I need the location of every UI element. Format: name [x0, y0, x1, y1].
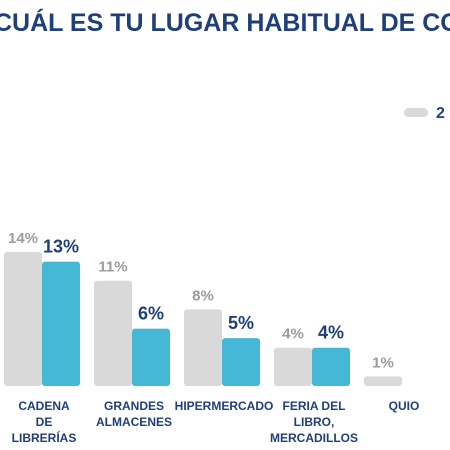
- data-label: 6%: [138, 304, 164, 324]
- bar: [364, 376, 402, 386]
- data-label: 11%: [98, 259, 127, 276]
- category-label: GRANDES ALMACENES: [96, 399, 172, 429]
- category-label: CADENA DE LIBRERÍAS: [12, 399, 77, 445]
- category-labels-group: RNETCADENADELIBRERÍASGRANDESALMACENESHIP…: [12, 399, 420, 445]
- data-label: 1%: [372, 354, 394, 371]
- data-label: 8%: [192, 287, 214, 304]
- data-label: 5%: [228, 313, 254, 333]
- category-label: QUIO: [389, 399, 420, 413]
- bar: [4, 252, 42, 386]
- bar: [132, 328, 170, 386]
- data-label: 14%: [8, 230, 38, 247]
- bar: [184, 309, 222, 386]
- category-label: FERIA DEL LIBRO, MERCADILLOS: [270, 399, 358, 445]
- bar: [312, 347, 350, 386]
- value-labels-group: 26%14%13%11%6%8%5%4%4%1%: [8, 230, 394, 371]
- legend-label: 2: [436, 105, 445, 122]
- bar: [94, 280, 132, 386]
- chart-title: CUÁL ES TU LUGAR HABITUAL DE CO: [0, 8, 450, 37]
- data-label: 4%: [282, 326, 304, 343]
- data-label: 4%: [318, 323, 344, 343]
- bars-group: [4, 252, 402, 386]
- legend-swatch: [404, 108, 428, 117]
- bar: [222, 338, 260, 386]
- bar: [274, 347, 312, 386]
- legend: 2: [404, 105, 445, 122]
- bar: [42, 261, 80, 386]
- data-label: 13%: [43, 237, 79, 257]
- category-label: HIPERMERCADO: [175, 399, 274, 413]
